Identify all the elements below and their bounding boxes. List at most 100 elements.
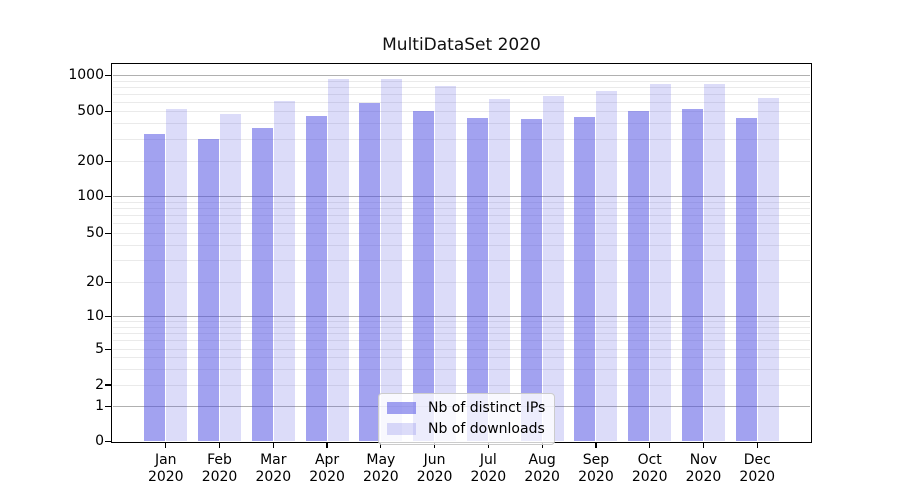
bar-downloads	[273, 100, 295, 442]
x-tick-label: Sep 2020	[566, 452, 626, 485]
x-tick-month: Oct	[637, 452, 662, 468]
x-tick-label: May 2020	[351, 452, 411, 485]
bar-downloads	[757, 98, 779, 442]
bar-downloads	[220, 113, 242, 442]
x-tick-mark	[487, 442, 490, 448]
x-tick-mark	[541, 442, 543, 448]
x-tick-year: 2020	[147, 468, 184, 485]
bar-distinct-ips	[574, 116, 596, 442]
x-tick-mark	[165, 442, 167, 448]
bar-downloads	[166, 109, 188, 442]
bar-distinct-ips	[305, 115, 327, 442]
y-tick-mark	[105, 441, 112, 443]
bar-downloads	[488, 99, 510, 442]
y-tick-mark	[105, 161, 112, 163]
legend-swatch-downloads	[387, 423, 416, 435]
x-tick-month: Mar	[260, 452, 287, 468]
gridline-major	[113, 75, 810, 77]
x-tick-year: 2020	[255, 468, 292, 485]
x-tick-month: Sep	[582, 452, 610, 468]
y-tick-mark	[105, 282, 112, 284]
y-tick-label: 10	[86, 308, 104, 325]
y-tick-mark	[105, 316, 112, 318]
legend-item: Nb of downloads	[387, 420, 545, 439]
y-tick-label: 0	[95, 433, 104, 450]
legend-swatch-distinct-ips	[387, 402, 416, 414]
x-tick-year: 2020	[631, 468, 668, 485]
y-tick-mark	[105, 348, 112, 350]
bar-distinct-ips	[413, 110, 435, 442]
bar-distinct-ips	[144, 133, 166, 442]
x-tick-mark	[702, 442, 705, 448]
y-tick-label: 1000	[68, 67, 104, 84]
y-tick-mark	[105, 75, 112, 77]
x-tick-month: Feb	[207, 452, 232, 468]
x-tick-year: 2020	[739, 468, 776, 485]
x-tick-month: Jun	[423, 452, 446, 468]
x-tick-label: Apr 2020	[297, 452, 357, 485]
bar-distinct-ips	[681, 109, 703, 442]
legend-item: Nb of distinct IPs	[387, 399, 545, 418]
x-tick-label: Jun 2020	[405, 452, 465, 485]
x-tick-year: 2020	[524, 468, 560, 485]
y-tick-label: 500	[77, 103, 104, 120]
y-tick-mark	[105, 196, 112, 198]
x-tick-month: Jul	[479, 452, 497, 468]
x-tick-label: Jul 2020	[458, 452, 518, 485]
x-tick-mark	[433, 442, 436, 448]
x-tick-label: Jan 2020	[136, 452, 196, 485]
bar-distinct-ips	[628, 111, 650, 442]
x-tick-year: 2020	[470, 468, 507, 485]
legend: Nb of distinct IPs Nb of downloads	[378, 392, 556, 445]
gridline-minor	[113, 80, 810, 82]
x-tick-year: 2020	[578, 468, 614, 485]
x-tick-month: Jan	[154, 452, 177, 468]
x-tick-year: 2020	[309, 468, 345, 485]
y-tick-label: 50	[86, 224, 104, 241]
bar-distinct-ips	[735, 118, 757, 442]
x-tick-mark	[595, 442, 597, 448]
x-tick-mark	[380, 442, 382, 448]
y-tick-mark	[105, 111, 112, 113]
x-tick-label: Mar 2020	[243, 452, 303, 485]
y-tick-mark	[105, 232, 112, 234]
bar-downloads	[650, 84, 672, 442]
legend-item-label: Nb of downloads	[428, 421, 545, 437]
bar-downloads	[381, 79, 403, 442]
x-tick-year: 2020	[685, 468, 722, 485]
x-tick-label: Aug 2020	[512, 452, 572, 485]
bar-downloads	[435, 85, 457, 442]
bar-distinct-ips	[359, 103, 381, 442]
bar-downloads	[703, 84, 725, 442]
y-tick-mark	[105, 384, 112, 386]
bar-downloads	[596, 90, 618, 442]
y-tick-label: 20	[86, 274, 104, 291]
x-tick-mark	[326, 442, 328, 448]
x-tick-year: 2020	[363, 468, 399, 485]
x-tick-label: Feb 2020	[190, 452, 250, 485]
bar-distinct-ips	[198, 138, 220, 442]
bar-downloads	[327, 78, 349, 442]
y-tick-label: 2	[95, 376, 104, 393]
x-tick-label: Dec 2020	[727, 452, 787, 485]
x-tick-month: Nov	[689, 452, 718, 468]
y-tick-label: 1	[95, 398, 104, 415]
bar-downloads	[542, 96, 564, 442]
bar-distinct-ips	[520, 119, 542, 442]
legend-item-label: Nb of distinct IPs	[428, 400, 546, 416]
y-tick-label: 200	[77, 153, 104, 170]
x-tick-year: 2020	[201, 468, 238, 485]
bar-distinct-ips	[466, 118, 488, 442]
x-tick-label: Nov 2020	[673, 452, 733, 485]
chart-title: MultiDataSet 2020	[382, 35, 541, 55]
x-tick-month: Dec	[743, 452, 771, 468]
x-tick-mark	[218, 442, 221, 448]
x-tick-month: Apr	[314, 452, 340, 468]
x-tick-month: Aug	[528, 452, 556, 468]
bar-distinct-ips	[251, 128, 273, 442]
x-tick-month: May	[366, 452, 396, 468]
x-tick-mark	[649, 442, 651, 448]
x-tick-mark	[756, 442, 758, 448]
y-tick-mark	[105, 406, 112, 408]
